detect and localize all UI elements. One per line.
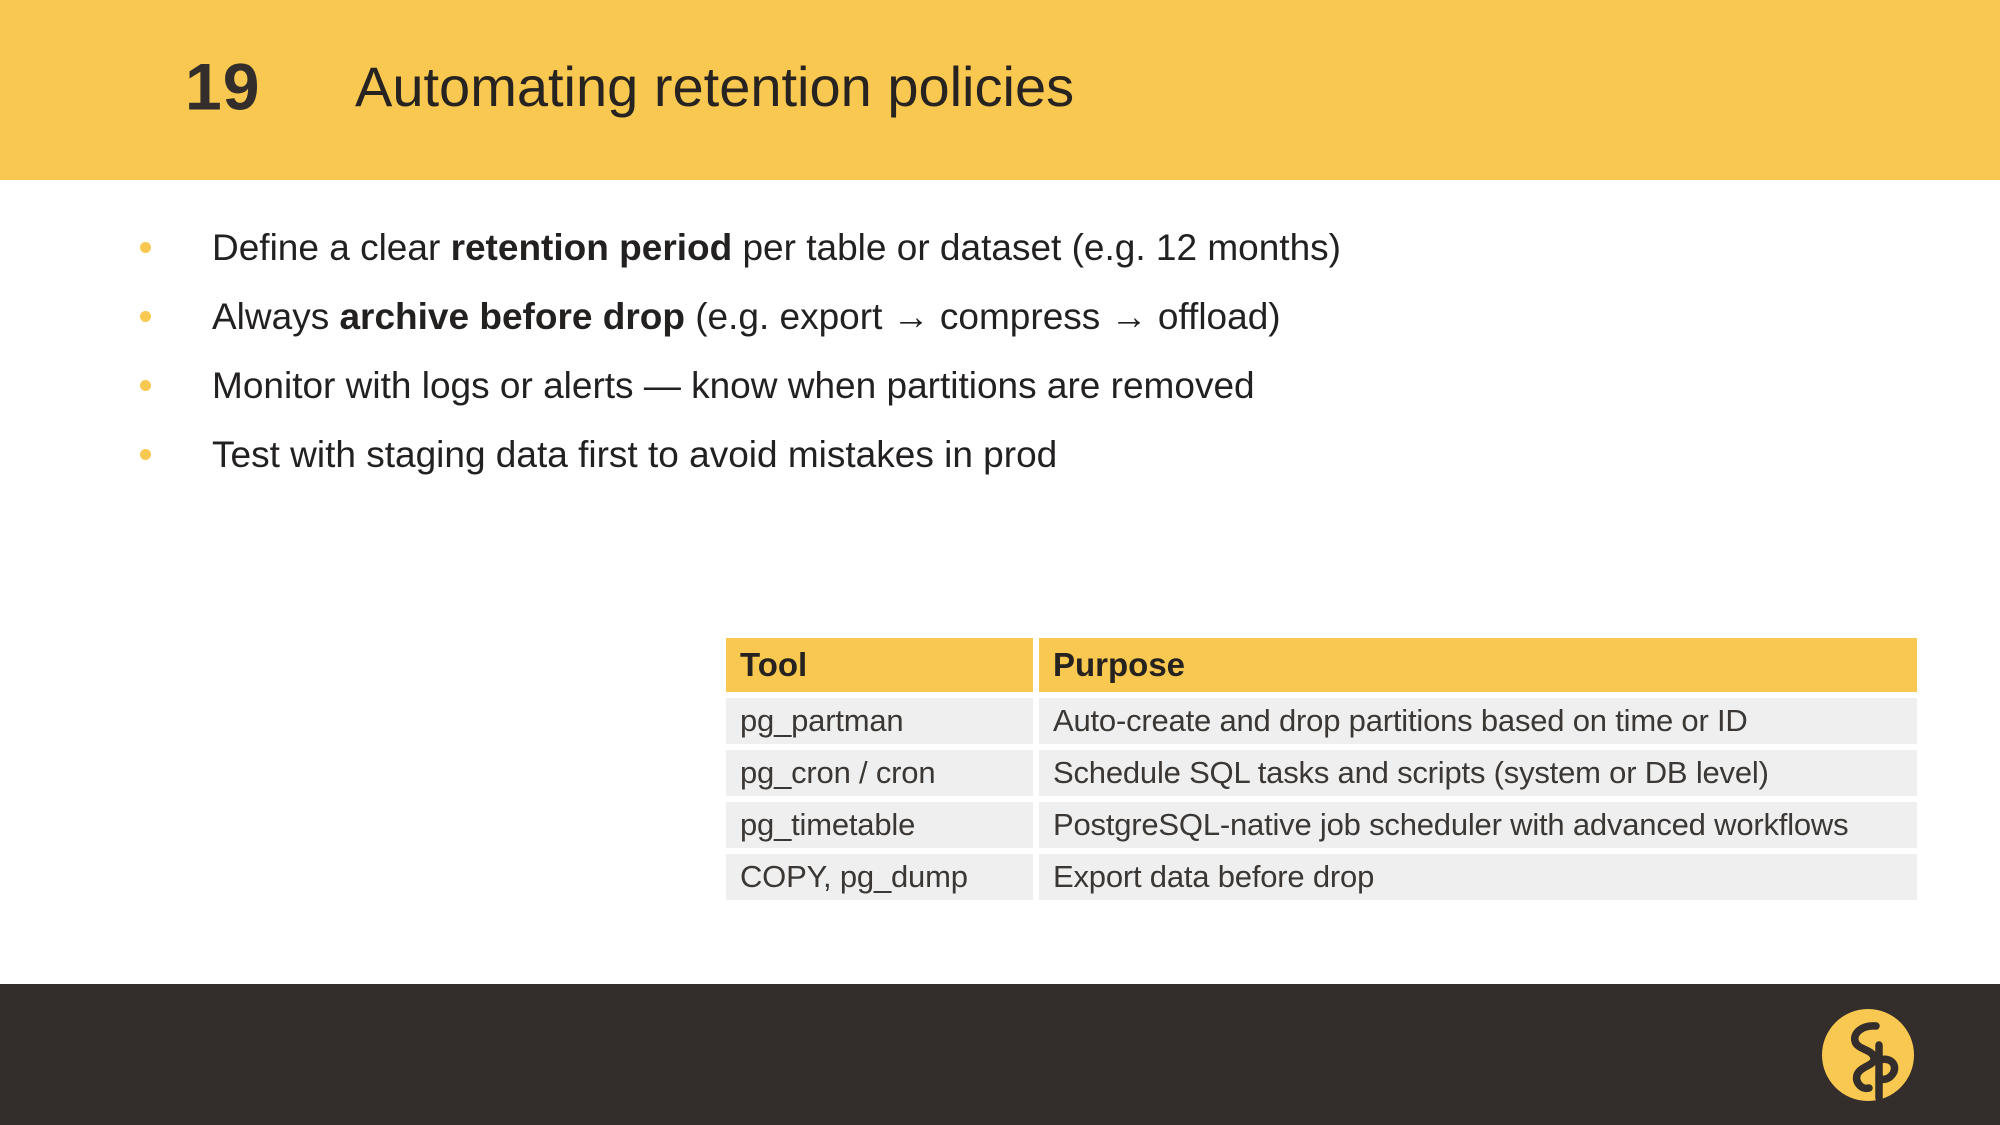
tools-table: Tool Purpose pg_partman Auto-create and dro… [726,638,1917,900]
purpose-cell: PostgreSQL-native job scheduler with adv… [1039,802,1917,848]
slide-number: 19 [185,49,261,124]
bullet-item: Define a clear retention period per tabl… [140,213,1341,282]
table-header-tool: Tool [726,638,1033,692]
bullet-text: Test with staging data first to avoid mi… [212,433,1058,475]
bullet-dot-icon [140,380,151,391]
footer-bar [0,984,2000,1125]
bullet-item: Monitor with logs or alerts — know when … [140,351,1341,420]
bullet-item: Test with staging data first to avoid mi… [140,420,1341,489]
slide-header: 19 Automating retention policies [0,0,2000,180]
page-title: Automating retention policies [355,55,1075,119]
brand-logo [1822,1009,1914,1101]
tool-cell: pg_timetable [726,802,1033,848]
bullet-list: Define a clear retention period per tabl… [140,213,1341,489]
tool-cell: COPY, pg_dump [726,854,1033,900]
bullet-text: Monitor with logs or alerts — know when … [212,364,1255,406]
table-header-purpose: Purpose [1039,638,1917,692]
bullet-dot-icon [140,311,151,322]
bullet-dot-icon [140,449,151,460]
bullet-item: Always archive before drop (e.g. export … [140,282,1341,351]
bullet-text: Define a clear retention period per tabl… [212,226,1341,268]
purpose-cell: Schedule SQL tasks and scripts (system o… [1039,750,1917,796]
bullet-dot-icon [140,242,151,253]
tool-cell: pg_cron / cron [726,750,1033,796]
flamingo-logo-icon [1851,1022,1899,1101]
purpose-cell: Auto-create and drop partitions based on… [1039,698,1917,744]
tool-cell: pg_partman [726,698,1033,744]
bullet-text: Always archive before drop (e.g. export … [212,295,1281,337]
purpose-cell: Export data before drop [1039,854,1917,900]
